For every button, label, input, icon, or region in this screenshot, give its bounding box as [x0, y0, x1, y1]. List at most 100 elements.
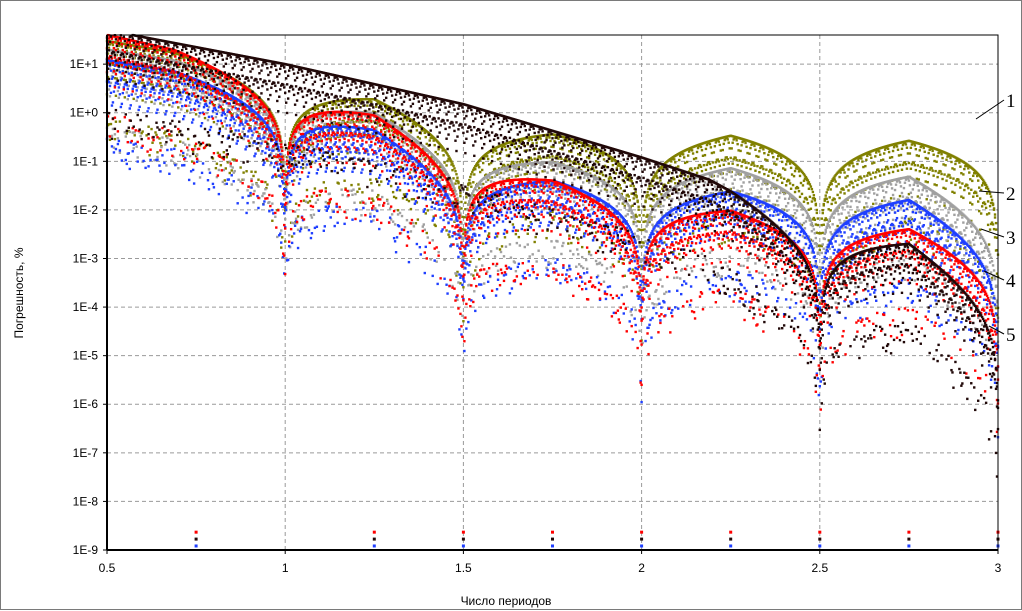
data-point	[727, 158, 729, 160]
data-point	[469, 198, 471, 200]
data-point	[117, 137, 119, 139]
data-point	[453, 167, 455, 169]
data-point	[780, 176, 782, 178]
data-point	[679, 155, 681, 157]
data-point	[482, 255, 484, 257]
data-point	[899, 195, 901, 197]
data-point	[874, 155, 876, 157]
data-point	[560, 158, 562, 160]
data-point	[562, 179, 564, 181]
data-point	[715, 161, 717, 163]
data-point	[992, 204, 994, 206]
data-point	[924, 151, 926, 153]
data-point	[659, 179, 661, 181]
data-point	[478, 258, 480, 260]
data-point	[845, 217, 847, 219]
data-point	[208, 168, 210, 170]
data-point	[587, 166, 589, 168]
data-point	[509, 147, 511, 149]
data-point	[455, 273, 457, 275]
data-point	[813, 194, 815, 196]
data-point	[525, 167, 527, 169]
data-point	[198, 115, 200, 117]
data-point	[297, 215, 299, 217]
data-point	[776, 158, 778, 160]
data-point	[469, 182, 471, 184]
data-point	[390, 185, 392, 187]
data-point	[112, 44, 114, 46]
data-point	[599, 246, 601, 248]
data-point	[545, 157, 547, 159]
data-point	[253, 105, 255, 107]
data-point	[459, 192, 461, 194]
data-point	[139, 135, 141, 137]
data-point	[264, 188, 266, 190]
data-point	[577, 238, 579, 240]
data-point	[631, 314, 633, 316]
data-point	[187, 138, 189, 140]
data-point	[231, 108, 233, 110]
data-point	[197, 108, 199, 110]
data-point	[252, 201, 254, 203]
data-point	[917, 164, 919, 166]
data-point	[601, 264, 603, 266]
data-point	[350, 121, 352, 123]
data-point	[257, 178, 259, 180]
data-point	[816, 212, 818, 214]
data-point	[288, 234, 290, 236]
data-point	[654, 209, 656, 211]
data-point	[723, 143, 725, 145]
data-point	[915, 169, 917, 171]
data-point	[314, 187, 316, 189]
data-point	[987, 188, 989, 190]
data-point	[306, 226, 308, 228]
data-point	[458, 187, 460, 189]
data-point	[816, 209, 818, 211]
data-point	[524, 246, 526, 248]
data-point	[851, 162, 853, 164]
data-point	[656, 248, 658, 250]
data-point	[512, 170, 514, 172]
data-point	[943, 173, 945, 175]
data-point	[758, 171, 760, 173]
data-point	[870, 178, 872, 180]
data-point	[326, 105, 328, 107]
data-point	[656, 177, 658, 179]
data-point	[535, 142, 537, 144]
data-point	[170, 99, 172, 101]
data-point	[928, 152, 930, 154]
data-point	[830, 183, 832, 185]
data-point	[600, 190, 602, 192]
data-point	[753, 145, 755, 147]
data-point	[808, 188, 810, 190]
data-point	[636, 230, 638, 232]
data-point	[474, 168, 476, 170]
data-point	[843, 171, 845, 173]
data-point	[686, 161, 688, 163]
data-point	[586, 268, 588, 270]
data-point	[968, 192, 970, 194]
data-point	[229, 172, 231, 174]
data-point	[271, 220, 273, 222]
data-point	[514, 261, 516, 263]
data-point	[254, 171, 256, 173]
data-point	[810, 185, 812, 187]
data-point	[153, 102, 155, 104]
data-point	[854, 180, 856, 182]
data-point	[932, 154, 934, 156]
data-point	[263, 192, 265, 194]
data-point	[156, 151, 158, 153]
data-point	[537, 250, 539, 252]
data-point	[670, 160, 672, 162]
data-point	[236, 189, 238, 191]
data-point	[340, 188, 342, 190]
data-point	[518, 236, 520, 238]
data-point	[560, 167, 562, 169]
data-point	[822, 212, 824, 214]
data-point	[495, 150, 497, 152]
data-point	[811, 200, 813, 202]
data-point	[874, 176, 876, 178]
data-point	[646, 224, 648, 226]
data-point	[257, 185, 259, 187]
data-point	[736, 164, 738, 166]
